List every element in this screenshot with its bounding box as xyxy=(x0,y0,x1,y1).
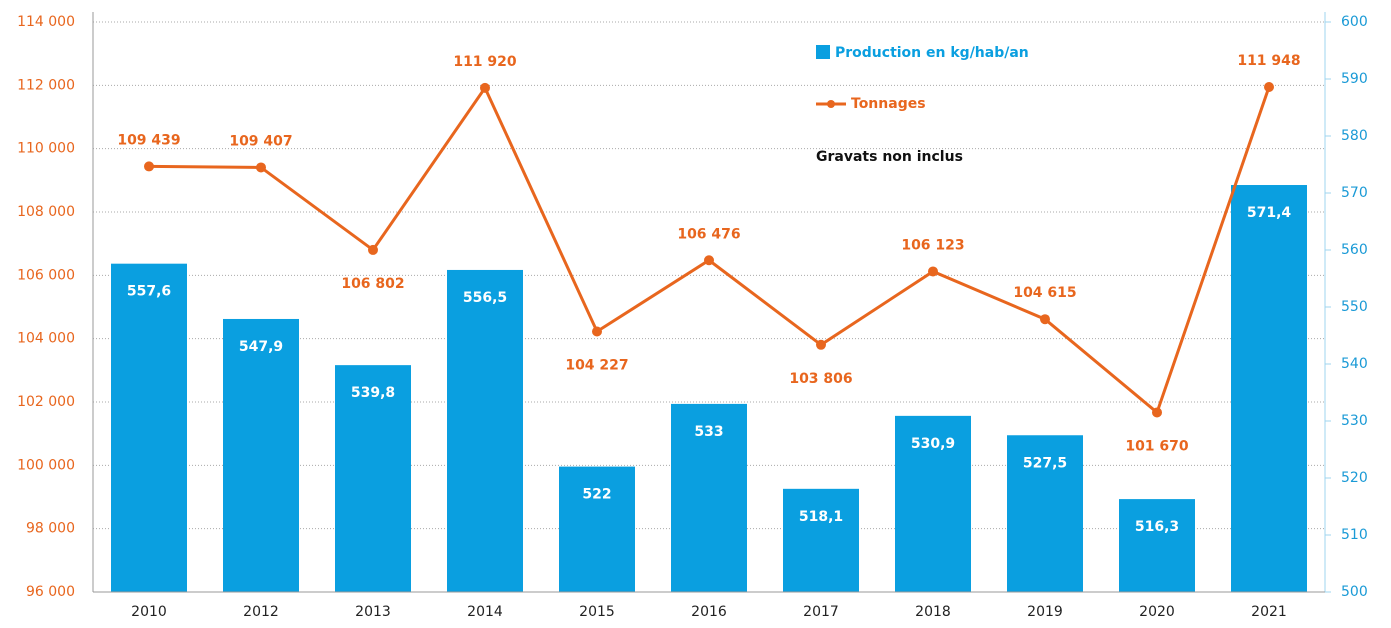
x-tick-label: 2015 xyxy=(579,604,615,620)
bar-label: 522 xyxy=(582,487,611,503)
line-label: 106 802 xyxy=(341,276,404,292)
bar xyxy=(223,318,299,592)
bar xyxy=(1007,435,1083,592)
x-tick-label: 2021 xyxy=(1251,604,1287,620)
x-tick-label: 2016 xyxy=(691,604,727,620)
y-tick-label: 100 000 xyxy=(17,457,75,473)
line-label: 109 407 xyxy=(229,133,292,149)
y-tick-label: 112 000 xyxy=(17,77,75,93)
y-tick-label: 108 000 xyxy=(17,204,75,220)
y-tick-label: 114 000 xyxy=(17,14,75,30)
line-label: 109 439 xyxy=(117,132,180,148)
line-point xyxy=(816,339,826,350)
bar-label: 547,9 xyxy=(239,339,283,355)
x-tick-label: 2017 xyxy=(803,604,839,620)
line-point xyxy=(704,255,714,266)
bar-label: 518,1 xyxy=(799,509,843,525)
bar-label: 527,5 xyxy=(1023,455,1067,471)
y-tick-label: 106 000 xyxy=(17,267,75,283)
y2-tick-label: 540 xyxy=(1341,356,1368,372)
bar xyxy=(895,415,971,592)
y2-tick-label: 580 xyxy=(1341,128,1368,144)
bar xyxy=(1119,499,1195,592)
y2-tick-label: 520 xyxy=(1341,470,1368,486)
line-point xyxy=(256,162,266,173)
line-label: 104 615 xyxy=(1013,285,1076,301)
bar-label: 557,6 xyxy=(127,284,171,300)
line-point xyxy=(368,244,378,255)
x-tick-label: 2020 xyxy=(1139,604,1175,620)
y-tick-label: 102 000 xyxy=(17,394,75,410)
line-point xyxy=(1264,81,1274,92)
line-point xyxy=(1152,407,1162,418)
line-label: 101 670 xyxy=(1125,438,1189,454)
x-tick-label: 2012 xyxy=(243,604,279,620)
x-tick-label: 2014 xyxy=(467,604,503,620)
bar xyxy=(783,488,859,592)
legend-swatch xyxy=(816,45,830,59)
bar xyxy=(559,466,635,592)
bar xyxy=(447,269,523,592)
line-point xyxy=(592,326,602,337)
line-label: 106 476 xyxy=(677,226,740,242)
bar xyxy=(335,365,411,592)
x-tick-label: 2013 xyxy=(355,604,391,620)
y2-tick-label: 570 xyxy=(1341,185,1368,201)
bar xyxy=(671,403,747,592)
y-tick-label: 96 000 xyxy=(26,584,75,600)
y2-tick-label: 500 xyxy=(1341,584,1368,600)
bar-label: 539,8 xyxy=(351,385,395,401)
y2-tick-label: 560 xyxy=(1341,242,1368,258)
line-point xyxy=(480,82,490,93)
legend-label: Tonnages xyxy=(851,96,926,112)
line-label: 106 123 xyxy=(901,237,964,253)
line-label: 103 806 xyxy=(789,371,852,387)
line-point xyxy=(928,266,938,277)
y-tick-label: 98 000 xyxy=(26,521,75,537)
y2-tick-label: 510 xyxy=(1341,527,1368,543)
y2-tick-label: 600 xyxy=(1341,14,1368,30)
bar xyxy=(1231,185,1307,592)
line xyxy=(148,84,1271,415)
bar xyxy=(111,263,187,592)
line-label: 111 948 xyxy=(1237,53,1300,69)
bar-label: 533 xyxy=(694,424,723,440)
legend-label: Production en kg/hab/an xyxy=(835,45,1029,61)
bar-label: 516,3 xyxy=(1135,519,1179,535)
x-tick-label: 2019 xyxy=(1027,604,1063,620)
bar-label: 556,5 xyxy=(463,290,507,306)
bar-label: 530,9 xyxy=(911,436,955,452)
y2-tick-label: 590 xyxy=(1341,71,1368,87)
line-label: 104 227 xyxy=(565,357,628,373)
y2-tick-label: 550 xyxy=(1341,299,1368,315)
annotation: Gravats non inclus xyxy=(816,149,963,165)
line-label: 111 920 xyxy=(453,54,517,70)
y-tick-label: 110 000 xyxy=(17,141,75,157)
legend-dot xyxy=(827,100,835,108)
x-tick-label: 2010 xyxy=(131,604,167,620)
bar-label: 571,4 xyxy=(1247,205,1292,221)
y-tick-label: 104 000 xyxy=(17,331,75,347)
line-point xyxy=(144,161,154,172)
x-tick-label: 2018 xyxy=(915,604,951,620)
line-point xyxy=(1040,314,1050,325)
y2-tick-label: 530 xyxy=(1341,413,1368,429)
